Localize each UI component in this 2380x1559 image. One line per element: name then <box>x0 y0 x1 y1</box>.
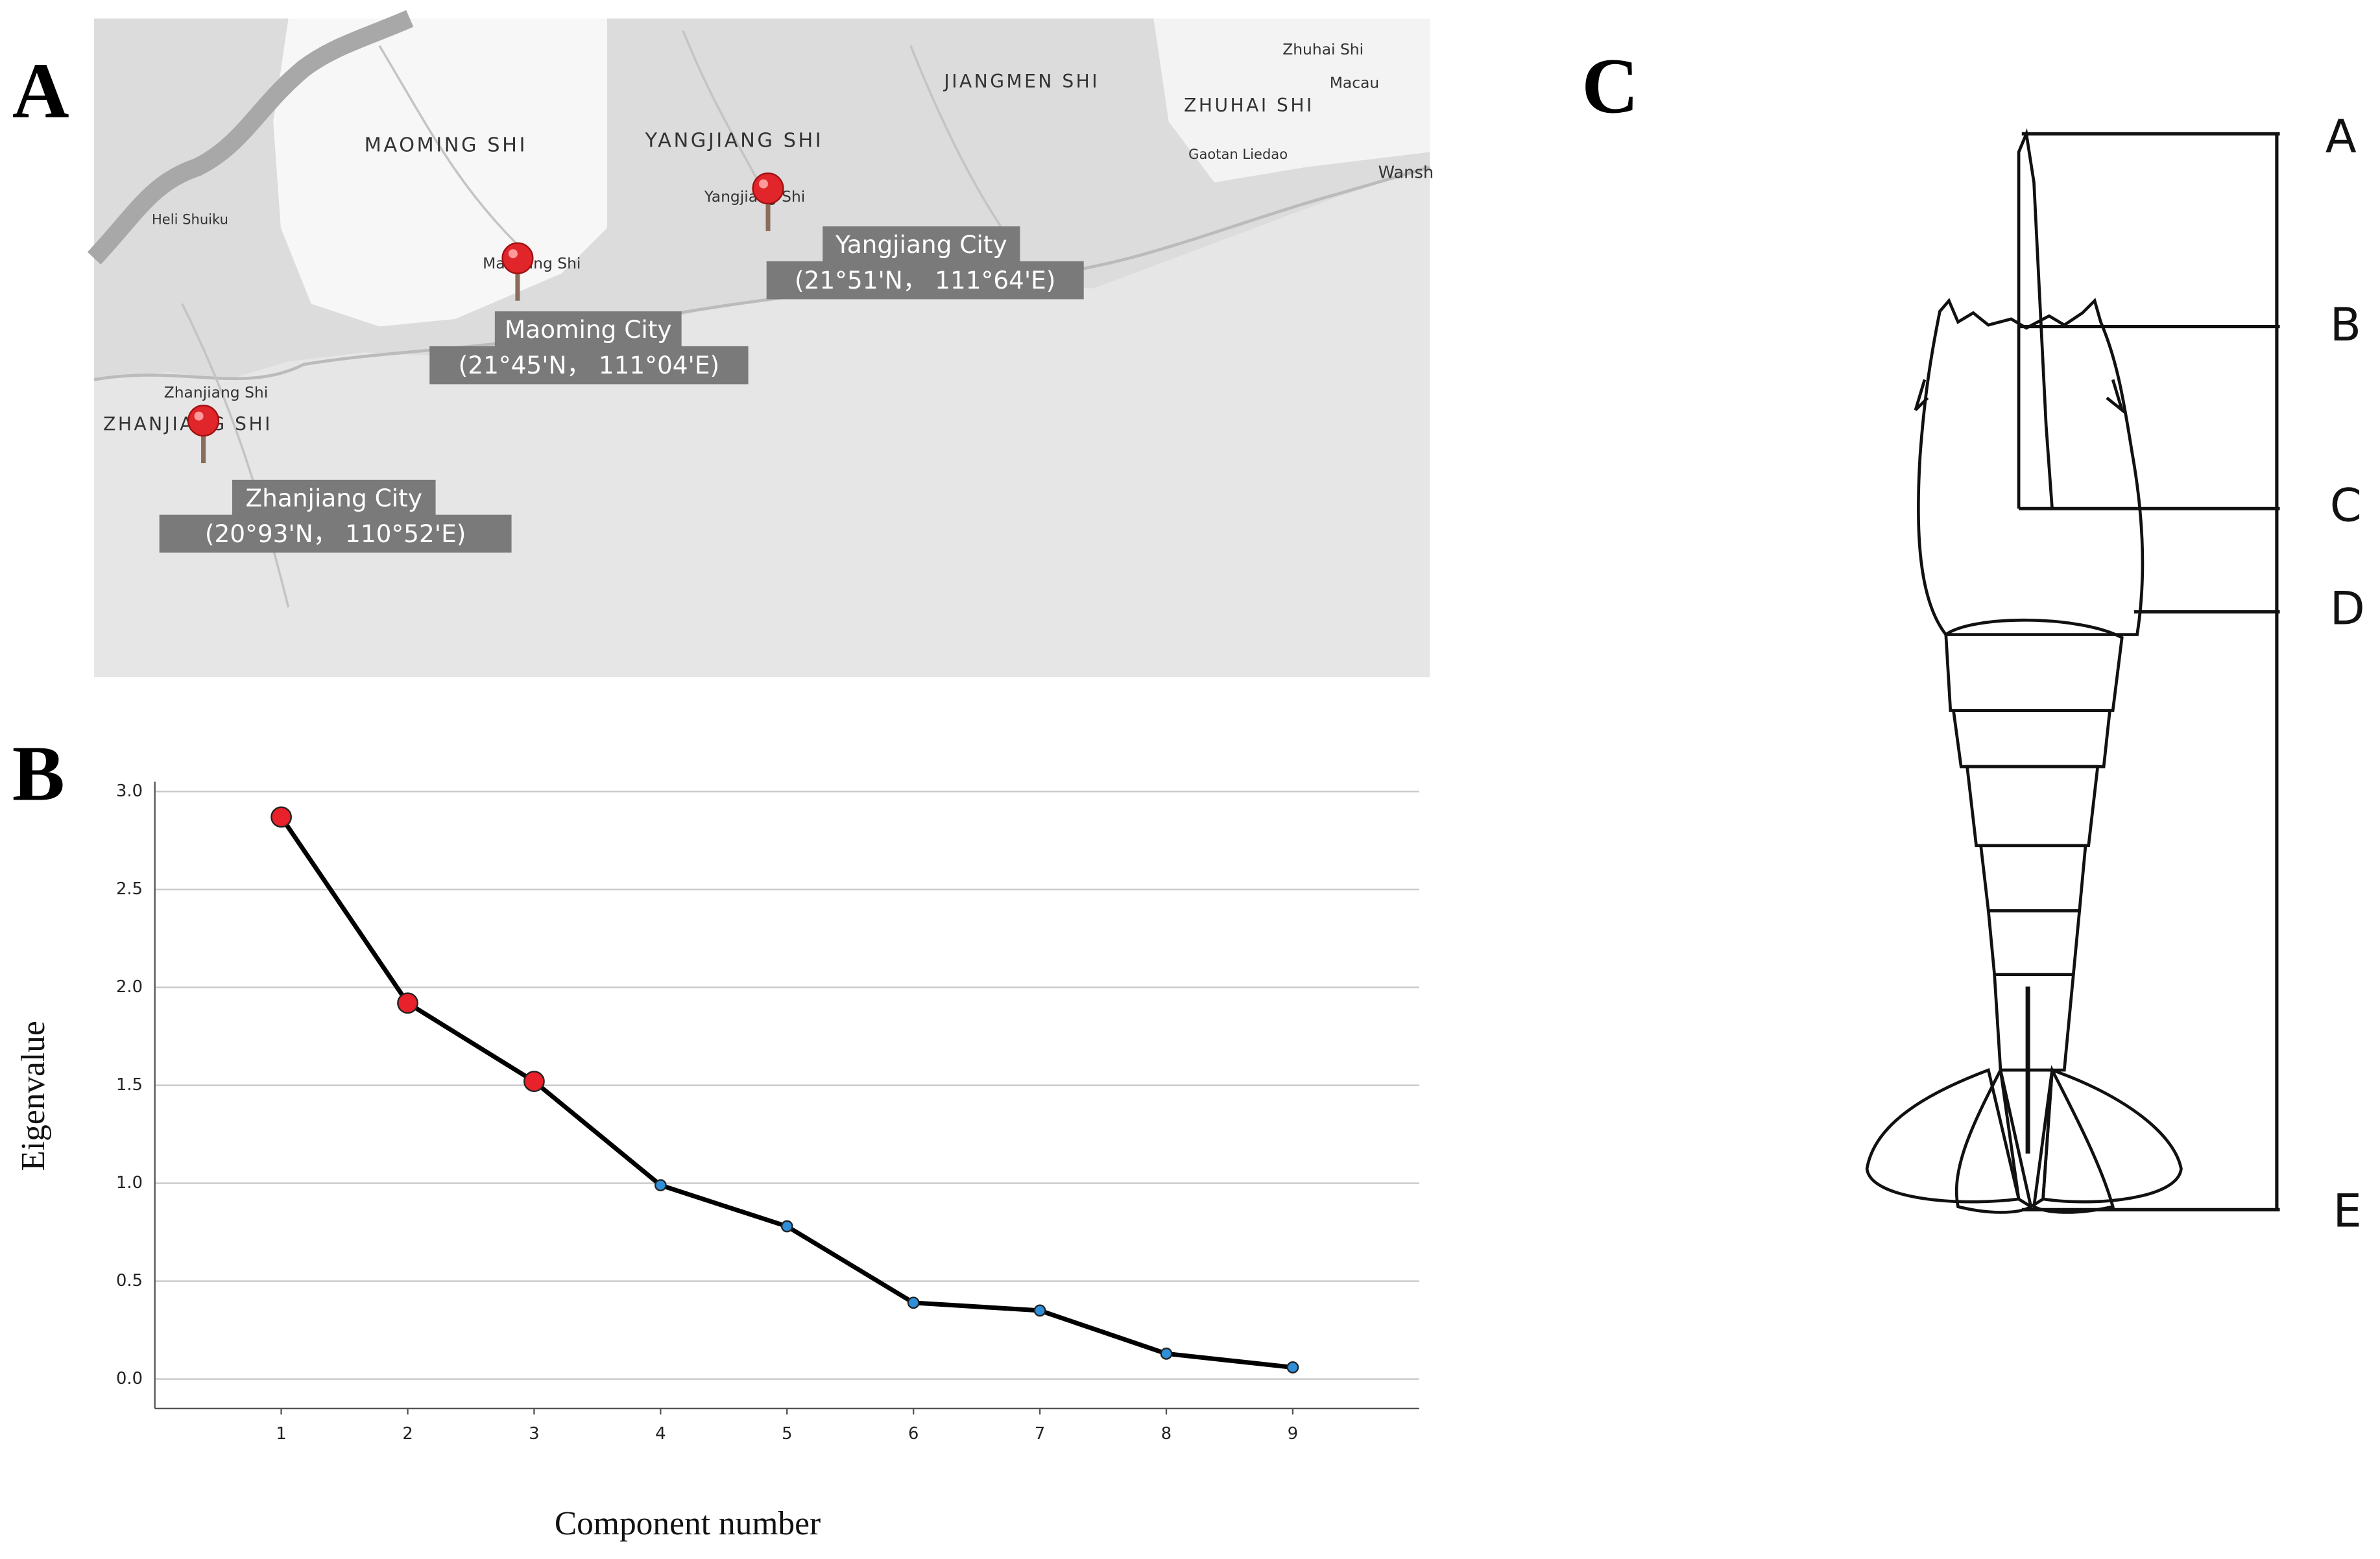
city-coords: (20°93'N， 110°52'E) <box>205 519 466 548</box>
x-tick-label: 7 <box>1035 1424 1045 1444</box>
data-point <box>1160 1347 1173 1360</box>
city-name: Yangjiang City <box>835 230 1007 259</box>
panel-label: B <box>12 730 65 817</box>
diagram-label: A <box>2326 110 2357 163</box>
rostrum <box>2017 128 2054 509</box>
segment <box>1986 909 2082 977</box>
data-point <box>270 806 292 828</box>
map-land-region <box>1153 18 1430 183</box>
uropod <box>2041 1067 2183 1204</box>
label-box <box>232 479 436 517</box>
y-tick-label: 3.0 <box>116 781 143 801</box>
place-name: Gaotan Liedao <box>1188 146 1288 162</box>
place-name: ZHUHAI SHI <box>1184 95 1314 116</box>
place-name: JIANGMEN SHI <box>943 71 1100 92</box>
data-point <box>1033 1304 1046 1317</box>
map-river <box>181 30 1003 608</box>
scree-plot: Component number Eigenvalue 0.0 0.5 1.0 1.5… <box>15 781 1419 1542</box>
data-point <box>1286 1361 1299 1374</box>
label-box <box>429 346 749 385</box>
label-box <box>766 261 1084 300</box>
x-tick-label: 9 <box>1288 1424 1298 1444</box>
data-point <box>780 1220 793 1233</box>
pin-shine <box>194 411 204 421</box>
segment <box>1944 618 2124 712</box>
pin-head <box>187 405 220 437</box>
x-tick-label: 6 <box>908 1424 919 1444</box>
place-name: Wansh <box>1378 163 1434 183</box>
data-point <box>907 1296 920 1309</box>
segment <box>1978 844 2087 912</box>
antenna-base <box>1914 379 2125 414</box>
data-point <box>654 1179 667 1191</box>
diagram-label: E <box>2333 1184 2361 1237</box>
pin-shine <box>758 179 769 189</box>
segment <box>1951 709 2112 768</box>
city-coords: (21°45'N， 111°04'E) <box>459 351 719 379</box>
x-tick-label: 3 <box>529 1424 539 1444</box>
data-point <box>397 992 418 1014</box>
data-point <box>523 1071 545 1092</box>
place-name: ZHANJIANG SHI <box>103 414 272 435</box>
place-name: Zhanjiang Shi <box>164 383 269 401</box>
x-tick-label: 8 <box>1161 1424 1172 1444</box>
segment <box>1965 765 2100 848</box>
uropod <box>1954 1065 2033 1214</box>
y-tick-label: 0.5 <box>116 1271 143 1291</box>
carapace <box>1916 298 2145 636</box>
segment <box>1993 973 2075 1072</box>
x-tick-label: 4 <box>655 1424 666 1444</box>
x-tick-label: 1 <box>276 1424 286 1444</box>
telson <box>1999 1068 2054 1209</box>
x-tick-label: 2 <box>402 1424 413 1444</box>
place-name: YANGJIANG SHI <box>644 130 823 152</box>
diagram-label: D <box>2330 582 2365 635</box>
y-tick-label: 1.0 <box>116 1173 143 1193</box>
city-name: Zhanjiang City <box>246 484 422 512</box>
y-tick-label: 2.0 <box>116 977 143 997</box>
y-axis-label: Eigenvalue <box>15 1021 52 1171</box>
map: MAOMING SHI YANGJIANG SHI JIANGMEN SHI ZHUH… <box>87 10 1434 678</box>
diagram-label: B <box>2330 298 2361 351</box>
pin-shine <box>508 249 518 259</box>
panel-label: C <box>1581 43 1639 130</box>
y-tick-label: 2.5 <box>116 879 143 899</box>
city-coords: (21°51'N， 111°64'E) <box>795 266 1055 294</box>
series-line <box>279 815 1293 1370</box>
pin-head <box>501 242 534 274</box>
x-axis-label: Component number <box>555 1505 821 1542</box>
city-name: Maoming City <box>505 315 672 344</box>
map-border <box>87 10 414 265</box>
y-tick-label: 1.5 <box>116 1075 143 1095</box>
label-box <box>494 311 682 348</box>
place-name: MAOMING SHI <box>365 134 527 157</box>
place-name: Macau <box>1330 74 1379 92</box>
x-tick-label: 5 <box>782 1424 792 1444</box>
place-name: Heli Shuiku <box>152 211 228 228</box>
label-box <box>159 514 512 553</box>
shrimp-diagram <box>1865 128 2280 1214</box>
place-name: Zhuhai Shi <box>1282 40 1364 58</box>
uropod <box>1865 1067 2021 1204</box>
y-tick-label: 0.0 <box>116 1369 143 1388</box>
pin-head <box>752 173 784 205</box>
diagram-label: C <box>2330 479 2362 532</box>
panel-label: A <box>12 47 69 134</box>
label-box <box>823 226 1020 263</box>
